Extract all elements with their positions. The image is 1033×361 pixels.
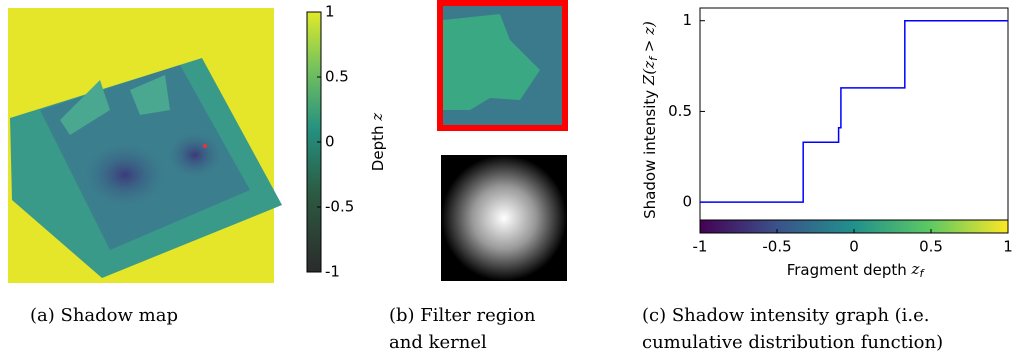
label-part: f [919, 267, 925, 280]
x-axis-label: Fragment depth zf [787, 260, 926, 280]
caption: cumulative distribution function) [642, 332, 943, 353]
colorbar-tick-label: 1 [325, 3, 335, 21]
colorbar-tick-label: -1 [325, 263, 340, 281]
x-tick-label: 0 [849, 238, 859, 256]
caption: (c) Shadow intensity graph (i.e. [642, 305, 930, 326]
colorbar-tick-label: 0.5 [325, 68, 349, 86]
label-part: Depth [369, 121, 387, 171]
plot-area [700, 8, 1008, 233]
y-tick-label: 0.5 [668, 102, 692, 120]
colorbar-tick-label: -0.5 [325, 198, 354, 216]
label-part: Shadow intensity [641, 85, 659, 219]
colorbar-tick-label: 0 [325, 133, 335, 151]
x-tick-label: 0.5 [919, 238, 943, 256]
kernel [441, 155, 567, 281]
figure: (a) Shadow map (b) Filter region and kerne… [0, 0, 1033, 361]
y-tick-label: 0 [682, 193, 692, 211]
x-tick-label: 1 [1003, 238, 1013, 256]
label-part: Fragment depth [787, 261, 912, 279]
caption: and kernel [389, 332, 487, 353]
caption: (b) Filter region [389, 305, 536, 326]
x-tick-label: -1 [693, 238, 708, 256]
filter-region [440, 3, 565, 128]
x-tick-label: -0.5 [762, 238, 791, 256]
label-part: Z(z [640, 61, 658, 86]
label-part: > z) [640, 21, 658, 57]
y-axis-label: Shadow intensity Z(zf > z) [640, 21, 660, 219]
caption: (a) Shadow map [30, 305, 178, 326]
label-part: z [368, 113, 386, 122]
label-part: z [911, 260, 920, 278]
shadow-map [8, 8, 282, 283]
y-tick-label: 1 [682, 11, 692, 29]
colorbar-label: Depth z [368, 113, 387, 171]
